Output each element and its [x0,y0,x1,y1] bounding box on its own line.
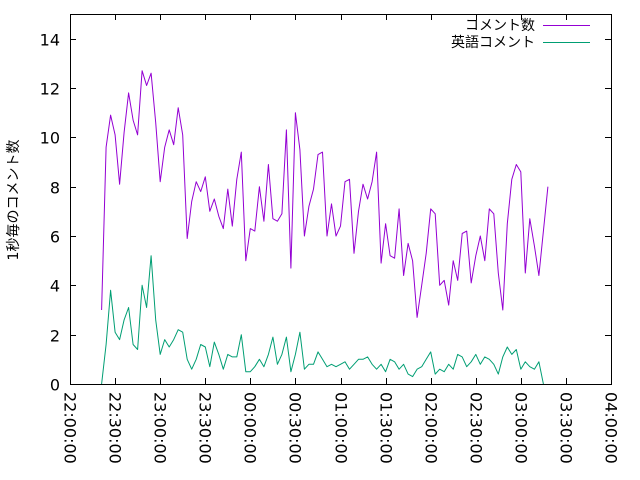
y-axis: 0 2 4 6 8 10 12 14 [40,31,611,395]
x-tick-label: 23:30:00 [196,392,215,464]
y-tick-label: 6 [50,228,60,247]
y-axis-label: 1秒毎のコメント数 [6,140,22,261]
x-tick-label: 03:00:00 [512,392,531,464]
x-tick-label: 22:30:00 [106,392,125,464]
legend-label-1: コメント数 [465,18,535,34]
y-tick-label: 4 [50,277,60,296]
x-tick-label: 00:00:00 [241,392,260,464]
series-line-1 [101,70,549,318]
series-layer [101,70,549,385]
legend-label-2: 英語コメント [451,34,535,51]
y-tick-label: 2 [50,327,60,346]
y-tick-label: 0 [50,376,60,395]
x-tick-label: 02:30:00 [467,392,486,464]
series-line-2 [101,255,544,385]
x-tick-label: 01:00:00 [332,392,351,464]
x-tick-label: 01:30:00 [377,392,396,464]
x-axis: 22:00:00 22:30:00 23:00:00 23:30:00 00:00:00… [61,14,621,464]
x-tick-label: 03:30:00 [557,392,576,464]
x-tick-label: 22:00:00 [61,392,80,464]
y-tick-label: 8 [50,179,60,198]
y-tick-label: 14 [40,31,60,50]
x-tick-label: 02:00:00 [422,392,441,464]
y-tick-label: 12 [40,80,60,99]
plot-frame [70,14,612,385]
x-tick-label: 23:00:00 [151,392,170,464]
y-tick-label: 10 [40,129,60,148]
x-tick-label: 00:30:00 [286,392,305,464]
x-tick-label: 04:00:00 [602,392,621,464]
